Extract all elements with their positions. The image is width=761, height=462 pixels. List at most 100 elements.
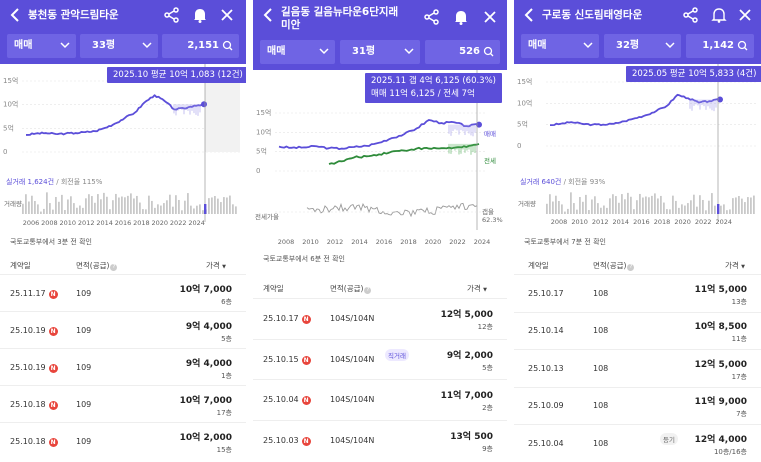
volume-bar [696, 206, 698, 214]
volume-bar [594, 196, 596, 214]
back-arrow-icon[interactable] [8, 7, 22, 23]
size-label: 31평 [352, 46, 376, 57]
size-select[interactable]: 31평 [340, 40, 420, 64]
close-icon[interactable] [218, 6, 236, 24]
listing-count-button[interactable]: 2,151 [162, 34, 239, 58]
volume-bar [97, 194, 99, 214]
close-icon[interactable] [481, 8, 499, 26]
transaction-row[interactable]: 25.10.17 N 104S/104N 12억 5,000 12층 [253, 298, 507, 339]
transaction-row[interactable]: 25.10.14 108 10억 8,500 11층 [514, 311, 761, 350]
x-tick-label: 2012 [592, 218, 609, 226]
col-date: 계약일 [10, 261, 31, 270]
volume-bar [214, 196, 216, 214]
floor-value: 12층 [477, 323, 493, 332]
listing-count-button[interactable]: 1,142 [686, 34, 754, 58]
floor-value: 5층 [482, 363, 493, 372]
volume-bar [750, 197, 752, 214]
bell-icon[interactable] [452, 8, 470, 26]
sort-icon[interactable]: ▼ [483, 287, 487, 293]
volume-bar [181, 210, 183, 214]
transaction-row[interactable]: 25.10.04 N 104S/104N 11억 7,000 2층 [253, 379, 507, 420]
bell-outline-icon[interactable] [710, 6, 728, 24]
tooltip-line-1: 2025.11 갭 4억 6,125 (60.3%) [371, 76, 496, 86]
transaction-row[interactable]: 25.10.03 N 104S/104N 13억 500 9층 [253, 419, 507, 461]
sort-icon[interactable]: ▼ [222, 264, 226, 270]
col-area: 면적(공급)? [593, 260, 635, 271]
price-chart[interactable]: 15억 10억 5억 0 2008 2010 2012 2014 2016 2018 2020 202… [253, 70, 507, 250]
volume-bar [49, 203, 51, 214]
help-icon[interactable]: ? [364, 287, 372, 294]
volume-bar [591, 199, 593, 214]
help-icon[interactable]: ? [627, 264, 635, 271]
transaction-row[interactable]: 25.10.13 108 12억 5,000 17층 [514, 349, 761, 387]
volume-bar [121, 196, 123, 214]
series-line-1 [278, 119, 480, 151]
transaction-row[interactable]: 25.10.18 N 109 10억 7,000 17층 [0, 385, 246, 422]
volume-bar [639, 193, 641, 214]
size-select[interactable]: 32평 [604, 34, 681, 58]
price-chart[interactable]: 15억 10억 5억 0 2006 2008 2010 2012 2014 2016 2018 202… [0, 64, 246, 230]
sort-icon[interactable]: ▼ [741, 264, 745, 270]
volume-bar [546, 203, 548, 214]
floor-value: 10층/16층 [713, 447, 747, 456]
transaction-row[interactable]: 25.10.09 108 11억 9,000 7층 [514, 386, 761, 425]
volume-bar [37, 204, 39, 214]
back-arrow-icon[interactable] [522, 7, 536, 23]
transaction-row[interactable]: 25.10.18 N 109 10억 2,000 15층 [0, 422, 246, 459]
close-icon[interactable] [736, 6, 754, 24]
price-chart[interactable]: 15억 10억 5억 0 2008 2010 2012 2014 2016 2018 2020 202… [514, 64, 761, 230]
volume-bar [720, 205, 722, 214]
price-value: 11억 5,000 [694, 284, 747, 295]
transaction-row[interactable]: 25.10.17 108 11억 5,000 13층 [514, 274, 761, 312]
header: 봉천동 관악드림타운 매매 33평 2,151 [0, 0, 246, 64]
header: 구로동 신도림태영타운 매매 32평 1,142 [514, 0, 761, 64]
volume-bar [22, 203, 24, 214]
chevron-down-icon [583, 42, 593, 49]
volume-bar [43, 208, 45, 214]
volume-bar [657, 198, 659, 214]
col-price-label: 가격 [466, 284, 481, 293]
series-end-marker [201, 101, 207, 108]
search-icon [737, 40, 748, 51]
size-select[interactable]: 33평 [80, 34, 158, 58]
area-value: 104S/104N [330, 354, 375, 364]
x-tick-label: 2014 [351, 238, 368, 246]
volume-bar [738, 196, 740, 214]
volume-bar [73, 203, 75, 214]
transaction-row[interactable]: 25.10.19 N 109 9억 4,000 1층 [0, 348, 246, 385]
transaction-row[interactable]: 25.10.04 108 12억 4,000 10층/16층 등기 [514, 424, 761, 462]
volume-bar [172, 206, 174, 214]
area-value: 108 [593, 288, 609, 298]
volume-bar [184, 200, 186, 214]
volume-bar [693, 194, 695, 214]
share-icon[interactable] [682, 6, 700, 24]
bell-icon[interactable] [191, 6, 209, 24]
help-icon[interactable]: ? [110, 264, 118, 271]
x-tick-label: 2006 [23, 219, 40, 227]
y-tick-label: 10억 [517, 99, 532, 107]
contract-date: 25.10.19 N [10, 325, 58, 336]
price-value: 9억 4,000 [185, 321, 232, 332]
trade-type-select[interactable]: 매매 [7, 34, 76, 58]
transaction-row[interactable]: 25.11.17 N 109 10억 7,000 6층 [0, 274, 246, 311]
chevron-down-icon [60, 42, 70, 49]
trade-type-select[interactable]: 매매 [521, 34, 599, 58]
header: 길음동 길음뉴타운6단지래 미안 매매 31평 526 [253, 0, 507, 70]
volume-bar [573, 203, 575, 214]
price-value: 12억 5,000 [440, 310, 493, 321]
x-tick-label: 2008 [278, 238, 295, 246]
trade-type-select[interactable]: 매매 [260, 40, 335, 64]
transaction-row[interactable]: 25.10.19 N 109 9억 4,000 5층 [0, 311, 246, 348]
listing-count-button[interactable]: 526 [425, 40, 500, 64]
tooltip-line-2: 매매 11억 6,125 / 전세 7억 [371, 89, 475, 99]
share-icon[interactable] [163, 6, 181, 24]
volume-bar [729, 209, 731, 214]
share-icon[interactable] [423, 8, 441, 26]
floor-value: 13층 [731, 297, 747, 306]
source-notice: 국토교통부에서 7분 전 확인 [524, 238, 606, 246]
transaction-row[interactable]: 25.10.15 N 104S/104N 9억 2,000 5층 직거래 [253, 338, 507, 380]
back-arrow-icon[interactable] [261, 7, 275, 23]
area-value: 109 [76, 325, 92, 335]
volume-bar [199, 204, 201, 214]
contract-date: 25.10.14 [528, 326, 564, 336]
